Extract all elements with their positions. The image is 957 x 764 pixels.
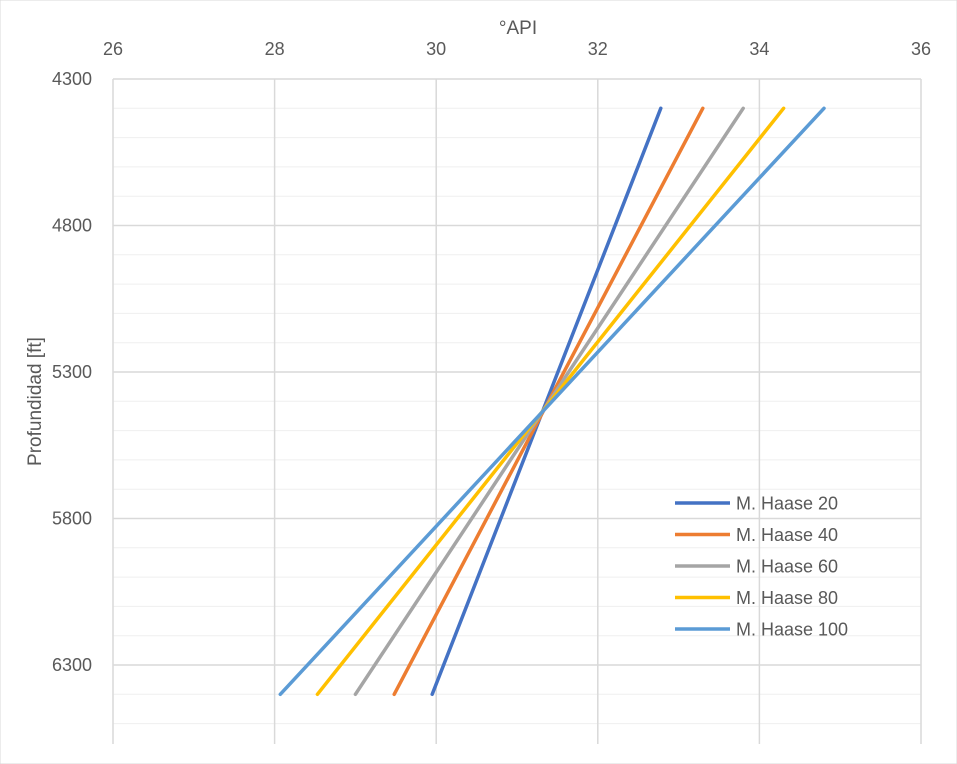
y-tick-label: 4800 — [52, 216, 92, 236]
y-axis-title: Profundidad [ft] — [25, 337, 46, 466]
x-tick-label: 30 — [426, 39, 446, 59]
series-line-1 — [430, 106, 663, 697]
legend-label: M. Haase 80 — [736, 588, 838, 608]
major-gridlines — [112, 78, 922, 744]
legend-label: M. Haase 60 — [736, 557, 838, 577]
y-tick-label: 4300 — [52, 69, 92, 89]
y-tick-label: 5300 — [52, 362, 92, 382]
legend: M. Haase 20 M. Haase 40 M. Haase 60 M. Haas… — [675, 494, 848, 640]
x-tick-label: 32 — [588, 39, 608, 59]
legend-label: M. Haase 20 — [736, 494, 838, 514]
x-axis-title: °API — [499, 18, 537, 39]
x-tick-label: 28 — [265, 39, 285, 59]
series-lines — [278, 106, 826, 697]
y-tick-label: 5800 — [52, 509, 92, 529]
x-tick-label: 26 — [103, 39, 123, 59]
legend-label: M. Haase 40 — [736, 525, 838, 545]
minor-gridlines — [113, 107, 921, 725]
series-line-5 — [278, 106, 826, 697]
x-axis-tick-labels: 26 28 30 32 34 36 — [103, 39, 931, 59]
x-tick-label: 36 — [911, 39, 931, 59]
x-tick-label: 34 — [749, 39, 769, 59]
y-axis-tick-labels: 4300 4800 5300 5800 6300 — [52, 69, 92, 675]
y-tick-label: 6300 — [52, 655, 92, 675]
legend-label: M. Haase 100 — [736, 620, 848, 640]
